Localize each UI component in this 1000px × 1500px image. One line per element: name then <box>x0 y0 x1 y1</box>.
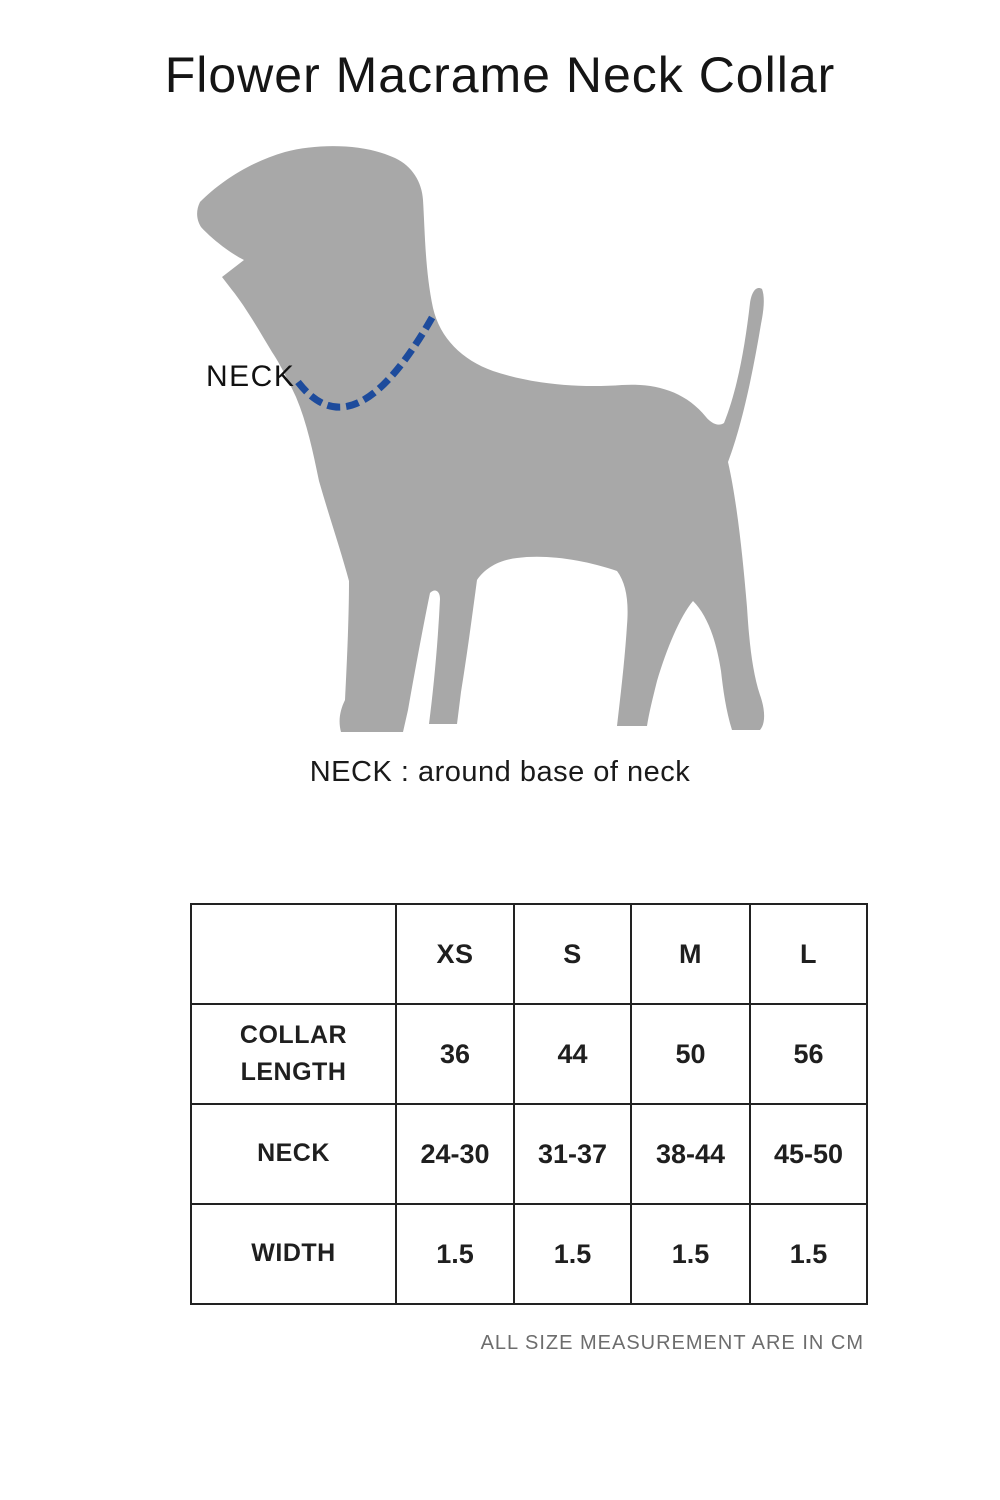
size-value-cell: 1.5 <box>630 1203 751 1305</box>
table-row-collar-length: COLLAR LENGTH 36 44 50 56 <box>190 1003 868 1105</box>
row-label-collar-length: COLLAR LENGTH <box>190 1003 397 1105</box>
size-value-cell: 36 <box>395 1003 515 1105</box>
size-chart-table: XS S M L COLLAR LENGTH 36 44 50 56 NECK … <box>190 903 868 1305</box>
page-title: Flower Macrame Neck Collar <box>164 47 836 103</box>
size-value-cell: 31-37 <box>513 1103 632 1205</box>
empty-corner-cell <box>190 903 397 1005</box>
table-row-width: WIDTH 1.5 1.5 1.5 1.5 <box>190 1203 868 1305</box>
size-value-cell: 56 <box>749 1003 868 1105</box>
units-note: ALL SIZE MEASUREMENT ARE IN CM <box>480 1332 864 1354</box>
size-value-cell: 24-30 <box>395 1103 515 1205</box>
column-header-l: L <box>749 903 868 1005</box>
neck-measurement-dashed-line <box>295 314 437 411</box>
size-table-header-row: XS S M L <box>190 903 868 1005</box>
size-value-cell: 1.5 <box>749 1203 868 1305</box>
size-value-cell: 44 <box>513 1003 632 1105</box>
row-label-neck: NECK <box>190 1103 397 1205</box>
table-row-neck: NECK 24-30 31-37 38-44 45-50 <box>190 1103 868 1205</box>
size-value-cell: 1.5 <box>395 1203 515 1305</box>
size-value-cell: 38-44 <box>630 1103 751 1205</box>
column-header-xs: XS <box>395 903 515 1005</box>
column-header-m: M <box>630 903 751 1005</box>
dog-silhouette-graphic <box>197 146 765 732</box>
column-header-s: S <box>513 903 632 1005</box>
dog-measurement-diagram: NECK <box>190 140 790 740</box>
dog-silhouette-icon <box>197 146 765 732</box>
size-value-cell: 45-50 <box>749 1103 868 1205</box>
neck-pointer-label: NECK <box>206 360 296 393</box>
size-value-cell: 50 <box>630 1003 751 1105</box>
measurement-caption: NECK : around base of neck <box>309 756 691 788</box>
size-value-cell: 1.5 <box>513 1203 632 1305</box>
row-label-width: WIDTH <box>190 1203 397 1305</box>
